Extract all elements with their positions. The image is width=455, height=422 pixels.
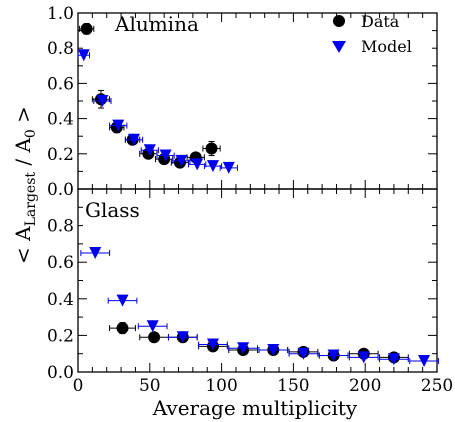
- legend-model-label: Model: [361, 37, 412, 56]
- model-point: [175, 154, 188, 167]
- tick-labels: 0.0 0.2 0.4 0.6 0.8 1.0 0.0 0.2 0.4 0.6 0.8 0 50 100 1…: [47, 4, 453, 396]
- x-tick-label: 50: [139, 376, 161, 396]
- legend-data-label: Data: [361, 12, 400, 31]
- y-title-main: < A: [11, 226, 35, 264]
- x-tick-label: 150: [277, 376, 309, 396]
- y-tick-label: 0.0: [47, 180, 74, 200]
- y-tick-label: 0.4: [47, 290, 74, 310]
- y-tick-label: 0.8: [47, 39, 74, 59]
- model-point: [112, 119, 125, 132]
- model-point: [128, 133, 141, 146]
- x-axis-title: Average multiplicity: [152, 396, 358, 420]
- y-title-tail: / A: [11, 138, 35, 172]
- model-point: [222, 161, 235, 174]
- x-tick-label: 100: [205, 376, 237, 396]
- model-point: [176, 331, 189, 344]
- model-point: [96, 95, 109, 107]
- y-tick-label: 0.2: [47, 326, 74, 346]
- y-tick-label: 0.6: [47, 74, 74, 94]
- model-point: [191, 158, 204, 171]
- model-point: [418, 355, 431, 368]
- data-point: [116, 322, 129, 335]
- y-tick-label: 0.2: [47, 145, 74, 165]
- y-axis-title: < ALargest / A0 >: [11, 106, 39, 264]
- model-point: [206, 338, 219, 351]
- panel-label-glass: Glass: [85, 198, 140, 222]
- data-marks: [77, 22, 439, 368]
- y-tick-label: 1.0: [47, 4, 74, 24]
- model-point: [116, 294, 129, 307]
- legend: Data Model: [332, 12, 412, 56]
- legend-model-marker: [332, 41, 346, 53]
- x-tick-label: 250: [421, 376, 453, 396]
- y-tick-label: 0.6: [47, 253, 74, 273]
- data-point: [205, 142, 218, 155]
- model-point: [387, 353, 400, 366]
- model-point: [89, 247, 102, 260]
- y-title-sub2: 0: [23, 129, 39, 138]
- x-tick-label: 200: [349, 376, 381, 396]
- panel-label-alumina: Alumina: [114, 12, 199, 36]
- plot-frames: [77, 12, 438, 373]
- y-title-close: >: [11, 106, 35, 129]
- y-title-sub: Largest: [23, 172, 39, 227]
- model-point: [357, 351, 370, 364]
- model-point: [297, 347, 310, 360]
- model-point: [206, 160, 219, 173]
- legend-data-marker: [333, 15, 345, 27]
- data-point: [80, 22, 93, 35]
- panel-labels: Alumina Glass: [85, 12, 199, 222]
- y-tick-label: 0.8: [47, 217, 74, 237]
- model-point: [159, 149, 172, 162]
- data-point: [148, 331, 161, 344]
- model-point: [327, 349, 340, 362]
- x-tick-label: 0: [73, 376, 84, 396]
- axis-ticks: [77, 12, 438, 373]
- model-point: [237, 342, 250, 355]
- model-point: [143, 144, 156, 157]
- model-point: [267, 344, 280, 357]
- model-point: [146, 320, 159, 333]
- y-tick-label: 0.0: [47, 363, 74, 383]
- model-point: [77, 49, 90, 62]
- y-tick-label: 0.4: [47, 110, 74, 130]
